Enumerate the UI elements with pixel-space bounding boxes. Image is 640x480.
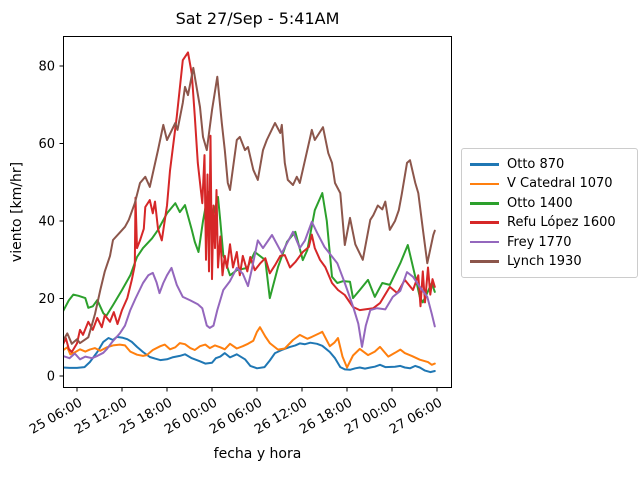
legend-label: Frey 1770 [507,234,572,250]
legend-line-swatch [470,260,499,263]
legend-line-swatch [470,240,499,244]
series-line-otto-1400 [63,190,436,317]
x-axis-label: fecha y hora [213,446,302,462]
legend: Otto 870 V Catedral 1070 Otto 1400 Refu Lóp… [461,148,638,278]
series-line-v-catedral-1070 [63,326,436,369]
series-lines [63,51,436,374]
legend-label: V Catedral 1070 [507,176,613,192]
y-tick-label: 60 [38,137,55,152]
axes-spines [63,36,452,388]
legend-item: V Catedral 1070 [470,176,629,191]
legend-item: Lynch 1930 [470,254,629,269]
legend-line-swatch [470,202,499,205]
y-tick-label: 0 [47,370,55,385]
chart-title: Sat 27/Sep - 5:41AM [175,9,340,28]
legend-label: Otto 1400 [507,195,573,211]
legend-label: Lynch 1930 [507,253,582,269]
legend-label: Otto 870 [507,157,565,172]
legend-line-swatch [470,221,499,224]
legend-item: Otto 870 [470,157,629,172]
y-tick-label: 80 [38,60,55,75]
legend-label: Refu López 1600 [507,215,616,231]
y-tick-label: 20 [38,292,55,307]
series-line-frey-1770 [63,220,436,361]
legend-item: Otto 1400 [470,196,629,211]
y-tick-label: 40 [38,215,55,230]
legend-item: Refu López 1600 [470,215,629,230]
series-line-otto-870 [63,335,436,374]
series-line-refu-l-pez-1600 [63,51,436,353]
legend-line-swatch [470,163,499,166]
legend-line-swatch [470,182,499,186]
y-axis-ticks: 0 20 40 60 80 [38,60,63,385]
series-line-lynch-1930 [63,66,436,345]
legend-item: Frey 1770 [470,235,629,250]
